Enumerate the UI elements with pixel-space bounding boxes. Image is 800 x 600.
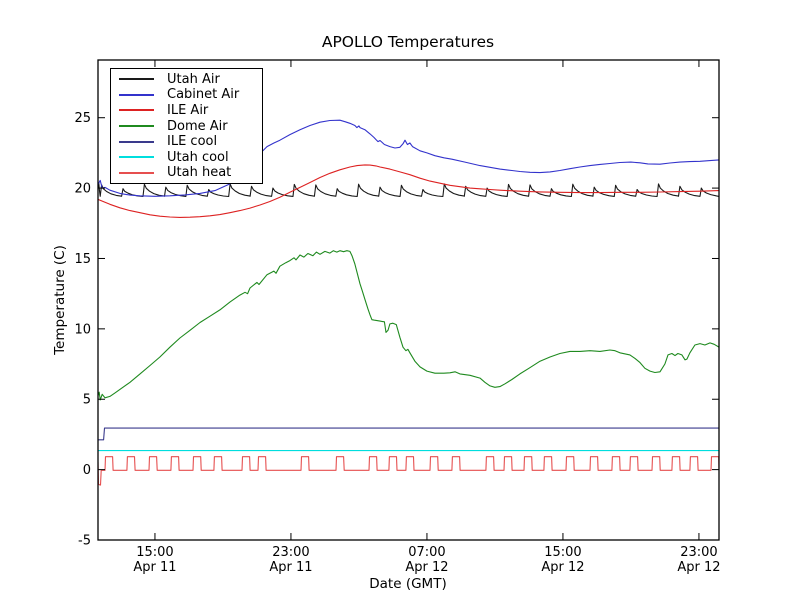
plot-frame [97,59,720,541]
x-tick-label-date: Apr 11 [133,560,176,575]
legend-label: ILE Air [167,102,209,118]
series-line-cabinet-air [98,119,719,197]
y-tick-label: 0 [83,463,91,478]
legend-line-sample [119,109,154,112]
x-tick-label-time: 07:00 [408,545,445,560]
y-axis-label: Temperature (C) [52,245,68,356]
legend-row: Cabinet Air [119,87,262,103]
chart-title: APOLLO Temperatures [322,33,494,51]
legend-line-sample [119,93,154,96]
legend-row: Utah cool [119,149,262,165]
series-line-ile-cool [98,427,719,441]
series-line-ile-air [98,164,719,218]
legend-label: Utah Air [167,71,220,87]
x-tick-label-time: 15:00 [136,545,173,560]
y-tick-label: 15 [74,252,91,267]
x-tick-label-date: Apr 12 [405,560,448,575]
legend-row: ILE cool [119,134,262,150]
legend-line-sample [119,125,154,127]
y-tick-label: 5 [83,393,91,408]
legend-label: Utah heat [167,165,232,181]
y-tick-label: 25 [74,111,91,126]
legend-row: ILE Air [119,103,262,119]
legend-row: Utah heat [119,165,262,181]
legend-label: Dome Air [167,118,228,134]
legend-label: Cabinet Air [167,87,240,103]
x-tick-label-date: Apr 12 [541,560,584,575]
y-tick-label: 10 [74,322,91,337]
legend-row: Dome Air [119,118,262,134]
legend-label: ILE cool [167,134,218,150]
legend-row: Utah Air [119,71,262,87]
y-tick-label: -5 [78,534,91,549]
series-line-utah-heat [98,456,719,486]
legend-label: Utah cool [167,149,229,165]
series-line-utah-air [98,182,719,198]
legend-line-sample [119,171,154,174]
legend-line-sample [119,140,154,143]
x-axis-label: Date (GMT) [369,576,446,592]
series-line-dome-air [98,250,719,401]
x-tick-label-time: 15:00 [544,545,581,560]
x-tick-label-time: 23:00 [680,545,717,560]
legend-line-sample [119,78,154,81]
x-tick-label-date: Apr 12 [677,560,720,575]
x-tick-label-date: Apr 11 [269,560,312,575]
y-tick-label: 20 [74,182,91,197]
x-tick-label-time: 23:00 [272,545,309,560]
legend-line-sample [119,156,154,159]
legend: Utah Air Cabinet Air ILE Air Dome Air IL… [110,68,263,184]
